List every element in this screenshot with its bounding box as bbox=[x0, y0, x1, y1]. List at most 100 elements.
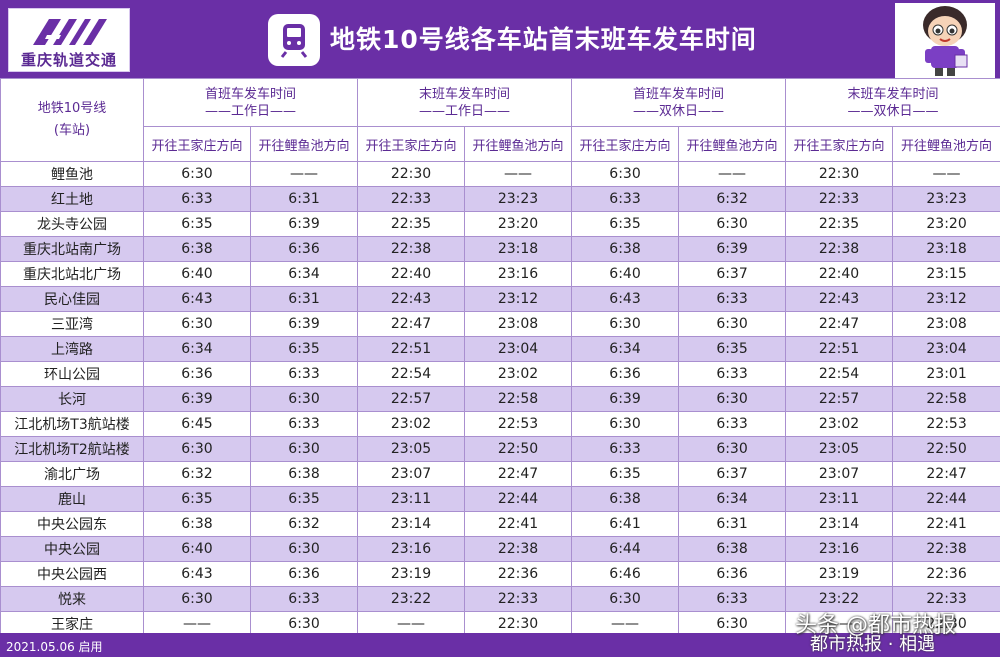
group-title: 首班车发车时间 bbox=[633, 86, 725, 102]
time-cell: 6:39 bbox=[571, 386, 680, 412]
time-cell: 6:30 bbox=[143, 161, 251, 187]
time-cell: 22:30 bbox=[357, 161, 466, 187]
time-cell: 6:30 bbox=[249, 436, 359, 462]
time-cell: 22:58 bbox=[464, 386, 573, 412]
time-cell: 6:34 bbox=[143, 336, 251, 362]
time-cell: 23:05 bbox=[357, 436, 466, 462]
time-cell: 22:41 bbox=[892, 511, 1000, 537]
time-cell: 23:19 bbox=[357, 561, 466, 587]
time-cell: 22:38 bbox=[464, 536, 573, 562]
time-cell: 22:51 bbox=[785, 336, 894, 362]
time-cell: 23:16 bbox=[357, 536, 466, 562]
station-name-cell: 中央公园 bbox=[0, 536, 144, 562]
time-cell: 22:53 bbox=[892, 411, 1000, 437]
time-cell: 6:35 bbox=[249, 486, 359, 512]
time-cell: 22:54 bbox=[785, 361, 894, 387]
time-cell: 6:35 bbox=[143, 486, 251, 512]
time-cell: 23:04 bbox=[892, 336, 1000, 362]
time-cell: 22:41 bbox=[464, 511, 573, 537]
time-cell: 22:35 bbox=[785, 211, 894, 237]
time-cell: 6:39 bbox=[678, 236, 787, 262]
time-cell: 6:35 bbox=[143, 211, 251, 237]
time-cell: 6:33 bbox=[249, 411, 359, 437]
group-subtitle: ——工作日—— bbox=[205, 103, 297, 119]
group-subtitle: ——双休日—— bbox=[847, 103, 939, 119]
header-bar: 重庆轨道交通 地铁10号线各车站首末班车发车时间 bbox=[0, 0, 1000, 78]
station-name-cell: 龙头寺公园 bbox=[0, 211, 144, 237]
time-cell: 6:38 bbox=[143, 511, 251, 537]
time-cell: 6:43 bbox=[143, 286, 251, 312]
station-column-header: 地铁10号线 (车站) bbox=[0, 78, 144, 162]
time-cell: 22:35 bbox=[357, 211, 466, 237]
footer-bar: 2021.05.06 启用 bbox=[0, 633, 1000, 657]
metro-train-icon bbox=[268, 14, 320, 66]
time-cell: 6:39 bbox=[249, 211, 359, 237]
time-cell: 6:30 bbox=[571, 161, 680, 187]
time-cell: 6:31 bbox=[249, 186, 359, 212]
time-cell: 23:20 bbox=[464, 211, 573, 237]
time-cell: 6:40 bbox=[143, 261, 251, 287]
group-subtitle: ——双休日—— bbox=[633, 103, 725, 119]
time-cell: 6:30 bbox=[249, 611, 359, 637]
time-cell: 22:33 bbox=[357, 186, 466, 212]
page-title: 地铁10号线各车站首末班车发车时间 bbox=[330, 25, 757, 54]
time-cell: 23:20 bbox=[892, 211, 1000, 237]
time-cell: 6:30 bbox=[678, 386, 787, 412]
time-cell: 23:22 bbox=[785, 586, 894, 612]
time-cell: 6:43 bbox=[571, 286, 680, 312]
time-cell: 6:33 bbox=[249, 586, 359, 612]
table-row: 龙头寺公园 6:35 6:39 22:35 23:20 6:35 6:30 22:35 23:2… bbox=[0, 211, 1000, 237]
time-cell: 22:47 bbox=[892, 461, 1000, 487]
time-cell: 6:38 bbox=[143, 236, 251, 262]
direction-header: 开往鲤鱼池方向 bbox=[464, 126, 573, 162]
station-name-cell: 悦来 bbox=[0, 586, 144, 612]
table-row: 上湾路 6:34 6:35 22:51 23:04 6:34 6:35 22:51 23:04 bbox=[0, 336, 1000, 362]
mascot-icon bbox=[895, 3, 995, 78]
time-cell: 6:36 bbox=[143, 361, 251, 387]
time-cell: 6:30 bbox=[571, 311, 680, 337]
time-cell: 6:43 bbox=[143, 561, 251, 587]
station-name-cell: 重庆北站北广场 bbox=[0, 261, 144, 287]
time-cell: 22:53 bbox=[464, 411, 573, 437]
time-cell: 23:01 bbox=[892, 361, 1000, 387]
group-title: 首班车发车时间 bbox=[205, 86, 297, 102]
table-row: 长河 6:39 6:30 22:57 22:58 6:39 6:30 22:57 22:58 bbox=[0, 386, 1000, 412]
time-cell: 6:33 bbox=[678, 411, 787, 437]
time-cell: 23:18 bbox=[464, 236, 573, 262]
time-cell: 22:38 bbox=[357, 236, 466, 262]
time-cell: 22:57 bbox=[357, 386, 466, 412]
time-cell: 22:50 bbox=[464, 436, 573, 462]
station-name-cell: 鹿山 bbox=[0, 486, 144, 512]
time-cell: 6:32 bbox=[678, 186, 787, 212]
time-cell: 6:40 bbox=[143, 536, 251, 562]
time-cell: 23:15 bbox=[892, 261, 1000, 287]
time-cell: 6:30 bbox=[571, 411, 680, 437]
watermark-primary: 头条 @都市热报 bbox=[795, 613, 956, 638]
time-cell: 6:38 bbox=[571, 486, 680, 512]
time-cell: 6:35 bbox=[249, 336, 359, 362]
time-cell: 6:36 bbox=[249, 561, 359, 587]
time-cell: —— bbox=[464, 161, 573, 187]
watermark-secondary: 都市热报 · 相遇 bbox=[810, 634, 936, 655]
time-cell: 6:32 bbox=[143, 461, 251, 487]
table-row: 江北机场T2航站楼 6:30 6:30 23:05 22:50 6:33 6:30 23:05… bbox=[0, 436, 1000, 462]
time-cell: 6:38 bbox=[571, 236, 680, 262]
station-name-cell: 民心佳园 bbox=[0, 286, 144, 312]
time-cell: 6:44 bbox=[571, 536, 680, 562]
time-cell: 23:22 bbox=[357, 586, 466, 612]
time-cell: 6:30 bbox=[249, 386, 359, 412]
time-cell: 6:30 bbox=[143, 311, 251, 337]
direction-header: 开往鲤鱼池方向 bbox=[249, 126, 359, 162]
table-row: 三亚湾 6:30 6:39 22:47 23:08 6:30 6:30 22:47 23:08 bbox=[0, 311, 1000, 337]
time-cell: 23:16 bbox=[785, 536, 894, 562]
station-name-cell: 长河 bbox=[0, 386, 144, 412]
station-name-cell: 江北机场T2航站楼 bbox=[0, 436, 144, 462]
time-cell: 6:32 bbox=[249, 511, 359, 537]
time-cell: 6:35 bbox=[571, 211, 680, 237]
time-cell: —— bbox=[785, 611, 894, 637]
station-name-cell: 重庆北站南广场 bbox=[0, 236, 144, 262]
time-cell: 22:30 bbox=[785, 161, 894, 187]
time-cell: 22:58 bbox=[892, 386, 1000, 412]
time-cell: —— bbox=[892, 161, 1000, 187]
